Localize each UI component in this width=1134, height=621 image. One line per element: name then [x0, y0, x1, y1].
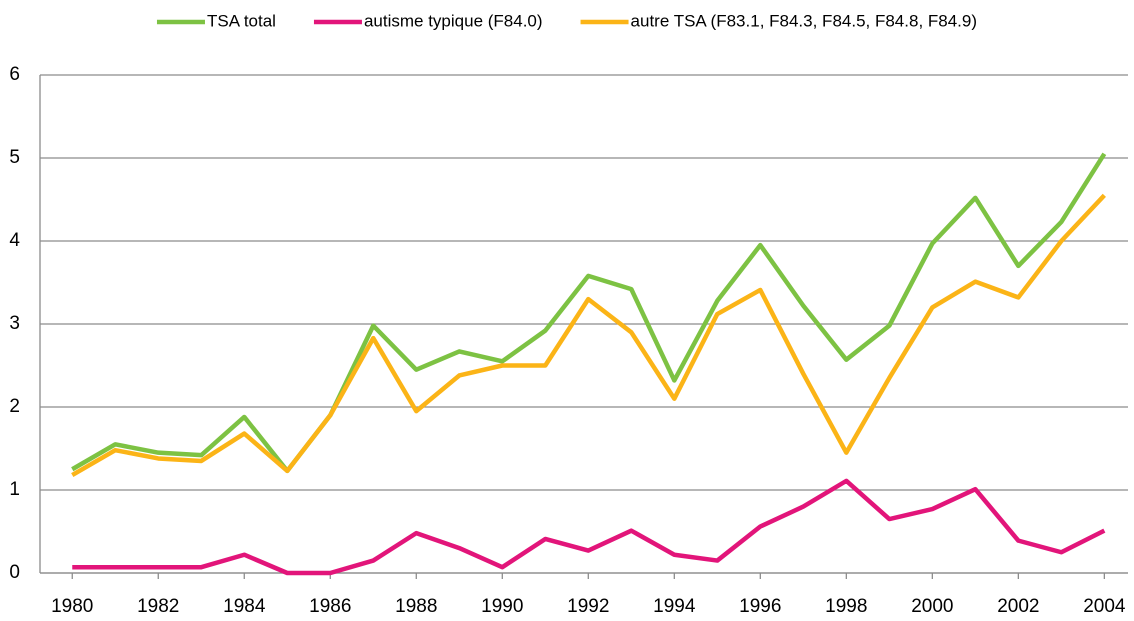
legend-label: autre TSA (F83.1, F84.3, F84.5, F84.8, F… — [631, 11, 977, 30]
y-tick-label: 2 — [9, 396, 20, 417]
x-tick-label: 1990 — [481, 596, 523, 617]
x-tick-label: 2004 — [1083, 596, 1126, 617]
series-line — [71, 193, 1106, 478]
x-tick-label: 1982 — [137, 596, 179, 617]
series-line — [71, 152, 1107, 474]
x-tick-label: 1996 — [739, 596, 781, 617]
x-tick-label: 2000 — [911, 596, 953, 617]
y-tick-label: 0 — [9, 562, 20, 583]
x-tick-label: 2002 — [997, 596, 1039, 617]
y-tick-label: 5 — [9, 147, 20, 168]
legend: TSA total autisme typique (F84.0) autre TS… — [156, 11, 977, 30]
y-tick-label: 6 — [9, 64, 20, 85]
series-line — [72, 478, 1106, 576]
x-tick-label: 1988 — [395, 596, 437, 617]
x-tick-label: 1992 — [567, 596, 609, 617]
x-tick-label: 1980 — [51, 596, 93, 617]
x-tick-label: 1998 — [825, 596, 867, 617]
x-tick-label: 1984 — [223, 596, 266, 617]
y-tick-label: 1 — [9, 479, 20, 500]
x-tick-label: 1994 — [653, 596, 696, 617]
legend-label: autisme typique (F84.0) — [364, 11, 543, 30]
legend-label: TSA total — [207, 11, 276, 30]
y-tick-label: 3 — [9, 313, 20, 334]
x-tick-label: 1986 — [309, 596, 351, 617]
y-tick-label: 4 — [9, 230, 20, 251]
